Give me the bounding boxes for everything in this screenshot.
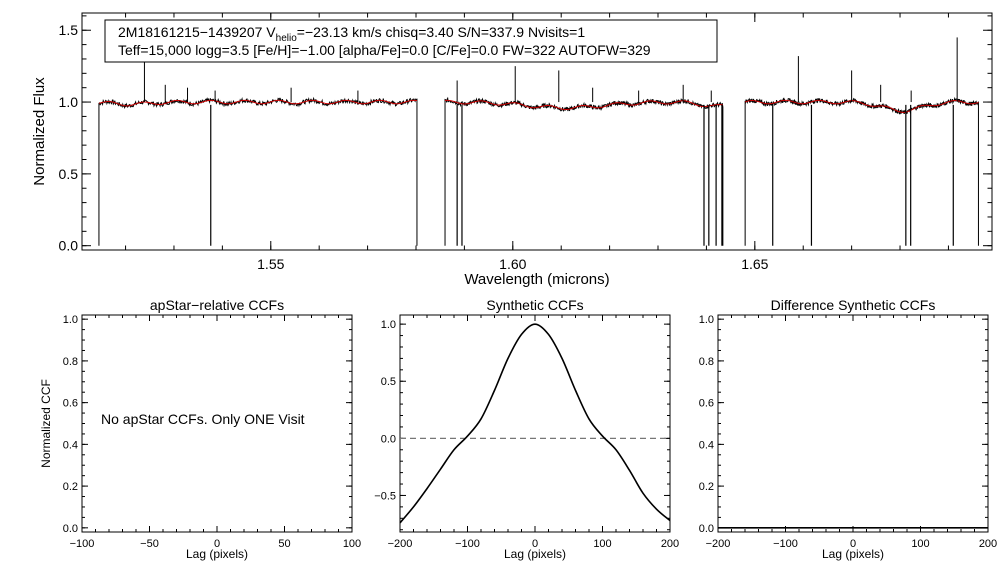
- apstar-no-ccf-note: No apStar CCFs. Only ONE Visit: [101, 411, 305, 427]
- difference-xtick-label: 200: [979, 538, 997, 550]
- apstar-ytick-label: 0.4: [63, 439, 78, 451]
- difference-ytick-label: 0.4: [699, 439, 714, 451]
- spectrum-xtick-label: 1.60: [499, 256, 526, 272]
- apstar-ytick-label: 0.6: [63, 398, 78, 410]
- synthetic-xlabel: Lag (pixels): [504, 547, 566, 561]
- apstar-axes: −100 −50 0 50 100 0.0 0.2 0.4 0.6 0.8 1.0 Lag (pixe…: [39, 297, 361, 561]
- spectrum-xtick-label: 1.55: [257, 256, 284, 272]
- spectrum-ytick-label: 0.5: [59, 166, 79, 182]
- spectrum-xlabel: Wavelength (microns): [464, 271, 609, 288]
- synthetic-xtick-label: −200: [388, 538, 413, 550]
- synthetic-ytick-label: 0.0: [381, 433, 396, 445]
- synthetic-xtick-label: 200: [661, 538, 679, 550]
- spectrum-xtick-label: 1.65: [741, 256, 768, 272]
- spectrum-model-chip-3: [744, 99, 979, 113]
- apstar-ytick-label: 1.0: [63, 314, 78, 326]
- spectrum-info-line-2: Teff=15,000 logg=3.5 [Fe/H]=−1.00 [alpha…: [118, 42, 651, 58]
- spectrum-observed-chip-3: [744, 96, 979, 246]
- difference-xlabel: Lag (pixels): [822, 547, 884, 561]
- difference-xtick-label: 100: [911, 538, 929, 550]
- spectrum-info-line-1: 2M18161215−1439207 Vhelio=−23.13 km/s ch…: [118, 24, 585, 44]
- synthetic-frame: [399, 314, 671, 533]
- apstar-xtick-label: −100: [70, 538, 95, 550]
- apstar-xtick-label: −50: [140, 538, 159, 550]
- difference-ytick-label: 1.0: [699, 314, 714, 326]
- difference-frame: [717, 314, 989, 533]
- spectrum-observed-chip-1: [98, 96, 418, 246]
- synthetic-xtick-label: 0: [532, 538, 538, 550]
- spectrum-ytick-label: 0.0: [59, 238, 79, 254]
- spectrum-info-frame: [104, 19, 718, 63]
- spectrum-info-box: 2M18161215−1439207 Vhelio=−23.13 km/s ch…: [104, 19, 718, 63]
- synthetic-ytick-label: −0.5: [374, 490, 396, 502]
- difference-title: Difference Synthetic CCFs: [771, 297, 936, 313]
- apstar-ytick-label: 0.2: [63, 481, 78, 493]
- apstar-xtick-label: 100: [343, 538, 361, 550]
- synthetic-ccf-curve: [399, 323, 671, 524]
- spectrum-model-chip-1: [98, 99, 418, 107]
- spectrum-frame: [81, 12, 993, 251]
- difference-xtick-label: −100: [773, 538, 798, 550]
- synthetic-ytick-label: 1.0: [381, 319, 396, 331]
- difference-axes: −200 −100 0 100 200 0.0 0.2 0.4 0.6 0.8 1.0 Lag (pi…: [699, 297, 997, 561]
- difference-xtick-label: 0: [850, 538, 856, 550]
- synthetic-ytick-label: 0.5: [381, 376, 396, 388]
- spectrum-ytick-label: 1.0: [59, 94, 79, 110]
- apstar-title: apStar−relative CCFs: [150, 297, 284, 313]
- apstar-xlabel: Lag (pixels): [186, 547, 248, 561]
- difference-ytick-label: 0.6: [699, 398, 714, 410]
- synthetic-xtick-label: 100: [593, 538, 611, 550]
- difference-ytick-label: 0.0: [699, 523, 714, 535]
- synthetic-xtick-label: −100: [455, 538, 480, 550]
- synthetic-title: Synthetic CCFs: [486, 297, 583, 313]
- difference-xtick-label: −200: [706, 538, 731, 550]
- difference-ytick-label: 0.2: [699, 481, 714, 493]
- apstar-ylabel: Normalized CCF: [39, 379, 53, 468]
- spectrum-ylabel: Normalized Flux: [31, 77, 48, 186]
- apstar-ytick-label: 0.0: [63, 523, 78, 535]
- synthetic-axes: −200 −100 0 100 200 −0.5 0.0 0.5 1.0 Lag (pixels)…: [374, 297, 679, 561]
- spectrum-observed-chip-2: [444, 96, 724, 246]
- difference-ytick-label: 0.8: [699, 356, 714, 368]
- apstar-xtick-label: 50: [278, 538, 290, 550]
- spectrum-axes: 1.55 1.60 1.65 0.0 0.5 1.0 1.5 Wavelength (micr…: [31, 12, 993, 288]
- apstar-xtick-label: 0: [214, 538, 220, 550]
- spectrum-model-chip-2: [444, 99, 723, 111]
- apstar-ytick-label: 0.8: [63, 356, 78, 368]
- spectrum-ytick-label: 1.5: [59, 22, 79, 38]
